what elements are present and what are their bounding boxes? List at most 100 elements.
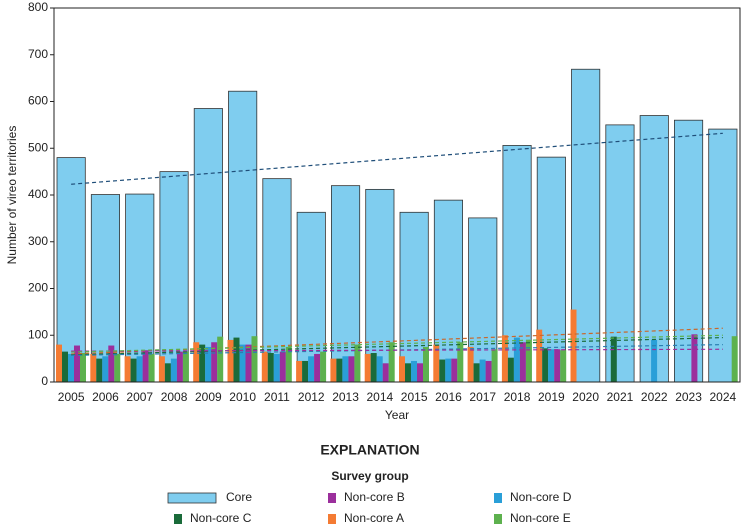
noncore-bar <box>364 353 371 382</box>
noncore-bar <box>513 337 520 382</box>
y-axis-label: Number of vireo territories <box>5 126 19 265</box>
noncore-bar <box>114 353 121 382</box>
noncore-bar <box>267 353 274 382</box>
noncore-bar <box>473 363 480 382</box>
noncore-bar <box>164 363 171 382</box>
legend-title: EXPLANATION <box>320 442 419 458</box>
noncore-bar <box>354 344 361 382</box>
noncore-bar <box>90 353 97 382</box>
noncore-bar <box>239 344 246 382</box>
x-tick-label: 2022 <box>641 390 668 404</box>
trend-line <box>71 334 723 353</box>
noncore-bar <box>467 346 474 382</box>
legend-subtitle: Survey group <box>331 469 408 483</box>
noncore-bar <box>80 353 86 382</box>
noncore-bar <box>96 358 103 382</box>
x-tick-label: 2014 <box>366 390 393 404</box>
noncore-bar <box>285 346 292 382</box>
plot-frame <box>53 7 741 383</box>
noncore-bar <box>491 349 498 382</box>
noncore-bar <box>205 346 212 382</box>
x-tick-label: 2020 <box>572 390 599 404</box>
noncore-bar <box>279 351 286 382</box>
noncore-bar <box>336 358 343 382</box>
noncore-bar <box>560 350 567 382</box>
noncore-bar <box>273 353 280 382</box>
y-tick-label: 500 <box>28 140 48 154</box>
noncore-bar <box>176 351 183 382</box>
noncore-bar <box>457 342 464 382</box>
noncore-bar <box>314 353 321 382</box>
x-tick-label: 2012 <box>298 390 325 404</box>
legend-label: Non-core E <box>510 511 571 525</box>
x-tick-label: 2009 <box>195 390 222 404</box>
legend-label: Non-core C <box>190 511 252 525</box>
legend-label: Non-core D <box>510 490 572 504</box>
legend-swatch <box>174 514 182 524</box>
noncore-bar <box>651 339 658 382</box>
noncore-bar <box>536 329 543 382</box>
noncore-bar <box>102 356 109 382</box>
x-tick-label: 2023 <box>675 390 702 404</box>
noncore-bar <box>233 337 240 382</box>
legend-swatch <box>328 493 336 503</box>
noncore-bar <box>330 358 337 382</box>
x-tick-label: 2011 <box>264 390 290 404</box>
core-bar <box>674 119 704 383</box>
noncore-bar <box>445 358 452 382</box>
trend-line <box>71 132 723 185</box>
noncore-bar <box>501 335 508 382</box>
noncore-bar <box>158 356 165 382</box>
y-tick-label: 100 <box>28 327 48 341</box>
x-tick-label: 2013 <box>332 390 359 404</box>
x-tick-label: 2017 <box>469 390 496 404</box>
legend-swatch <box>494 493 502 503</box>
noncore-bar <box>417 363 423 382</box>
core-bar <box>228 90 258 383</box>
y-tick-label: 700 <box>28 47 48 61</box>
noncore-bar <box>376 356 383 382</box>
noncore-bar <box>399 356 405 382</box>
noncore-bar <box>108 345 115 382</box>
noncore-bar <box>68 353 74 382</box>
noncore-bar <box>548 349 555 382</box>
noncore-bar <box>388 342 395 382</box>
x-tick-label: 2010 <box>229 390 256 404</box>
noncore-bar <box>245 344 252 382</box>
noncore-bar <box>370 353 377 382</box>
noncore-bar <box>554 349 561 382</box>
noncore-bar <box>148 353 155 382</box>
core-bar <box>605 124 635 383</box>
legend-swatch <box>167 492 217 504</box>
noncore-bar <box>691 334 698 382</box>
noncore-bar <box>62 351 68 382</box>
noncore-bar <box>142 350 149 382</box>
trend-line <box>71 348 723 352</box>
noncore-bar <box>423 346 429 382</box>
x-tick-label: 2021 <box>607 390 634 404</box>
x-tick-label: 2005 <box>58 390 85 404</box>
noncore-bar <box>507 357 514 382</box>
x-tick-label: 2016 <box>435 390 462 404</box>
y-tick-label: 800 <box>28 0 48 14</box>
noncore-bar <box>382 363 389 382</box>
noncore-bar <box>411 360 417 382</box>
noncore-bar <box>56 344 62 382</box>
noncore-bar <box>525 339 532 382</box>
noncore-bar <box>433 344 440 382</box>
legend-label: Core <box>226 490 252 504</box>
noncore-bar <box>519 342 526 382</box>
noncore-bar <box>542 348 549 382</box>
noncore-bar <box>570 309 577 382</box>
noncore-bar <box>439 359 446 382</box>
x-tick-label: 2018 <box>504 390 531 404</box>
noncore-bar <box>731 336 738 382</box>
noncore-bar <box>320 351 327 382</box>
noncore-bar <box>610 336 617 382</box>
y-tick-label: 600 <box>28 94 48 108</box>
noncore-bar <box>342 356 349 382</box>
noncore-bar <box>74 345 80 382</box>
legend-swatch <box>494 514 502 524</box>
y-tick-label: 400 <box>28 187 48 201</box>
